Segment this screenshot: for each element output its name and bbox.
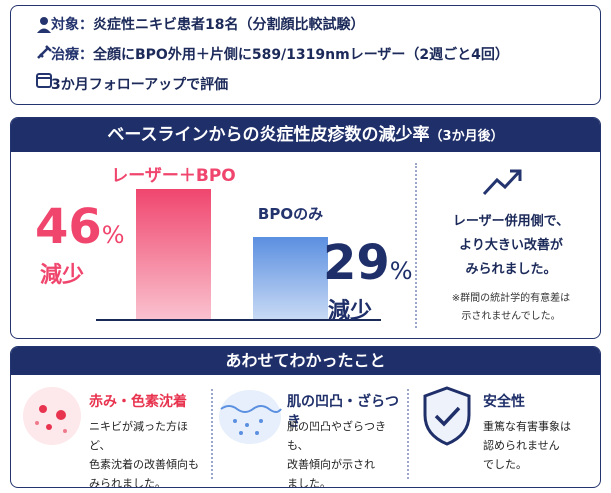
unit: %: [101, 221, 125, 249]
card-title: 赤み・色素沈着: [89, 394, 187, 410]
icon-redness: [23, 387, 81, 445]
message-line: より大きい改善が: [459, 238, 563, 253]
note-line: 示されませんでした。: [461, 311, 561, 322]
value-label: 29%: [323, 239, 413, 287]
note: ※群間の統計学的有意差は 示されませんでした。: [421, 290, 600, 326]
card: 赤み・色素沈着 ニキビが減った方ほど、色素沈着の改善傾向も みられました。: [17, 377, 207, 487]
text-line: でした。: [483, 458, 527, 471]
text-line: 認められません: [483, 439, 560, 452]
bar: [136, 189, 211, 319]
findings-header: あわせてわかったこと: [11, 347, 600, 375]
baseline: [96, 319, 381, 321]
value: 29: [323, 235, 390, 292]
info-row: 3か月フォローアップで評価: [51, 74, 228, 94]
message-line: みられました。: [465, 262, 557, 277]
card-text: 肌の凹凸やざらつきも、改善傾向が示され ました。: [287, 417, 405, 488]
title: ベースラインからの炎症性皮疹数の減少率: [107, 125, 430, 145]
note-line: ※群間の統計学的有意差は: [451, 293, 571, 304]
text: 炎症性ニキビ患者18名（分割顔比較試験）: [93, 17, 365, 33]
card-text: 重篤な有害事象は 認められません でした。: [483, 417, 571, 474]
divider: [415, 163, 417, 328]
value-label: 46%: [35, 203, 125, 251]
bar: [253, 237, 328, 319]
trend-icon: [482, 169, 522, 196]
text-line: 色素沈着の改善傾向も: [89, 458, 199, 471]
unit: %: [389, 257, 413, 286]
category-label: BPOのみ: [257, 205, 324, 224]
card: 肌の凹凸・ざらつき 肌の凹凸やざらつきも、改善傾向が示され ました。: [215, 377, 405, 487]
chart: レーザー＋BPO 46% 減少 BPOのみ 29% 減少: [11, 118, 413, 338]
result-header: ベースラインからの炎症性皮疹数の減少率（3か月後）: [11, 118, 600, 152]
text-line: みられました。: [89, 477, 166, 488]
label: 治療：: [51, 47, 93, 63]
text-line: 肌の凹凸やざらつきも、: [287, 420, 386, 452]
text: 3か月フォローアップで評価: [51, 77, 229, 93]
value: 46: [35, 199, 102, 255]
divider: [211, 389, 213, 479]
title-note: （3か月後）: [429, 129, 504, 144]
value-caption: 減少: [40, 263, 85, 288]
card-title: 肌の凹凸・ざらつき: [287, 394, 399, 430]
category-label: レーザー＋BPO: [111, 166, 236, 186]
findings-box: あわせてわかったこと 赤み・色素沈着 ニキビが減った方ほど、色素沈着の改善傾向も…: [10, 346, 601, 488]
card-text: ニキビが減った方ほど、色素沈着の改善傾向も みられました。: [89, 417, 207, 488]
info-row: 治療：全顔にBPO外用＋片側に589/1319nmレーザー（2週ごと4回）: [51, 44, 509, 64]
card: 安全性 重篤な有害事象は 認められません でした。: [411, 377, 600, 482]
icon-shield: [423, 386, 471, 446]
divider: [407, 389, 409, 479]
icons: [36, 17, 52, 88]
text-line: ニキビが減った方ほど、: [89, 420, 188, 452]
value-caption: 減少: [328, 299, 373, 325]
message: レーザー併用側で、 より大きい改善が みられました。: [421, 210, 600, 282]
card-title: 安全性: [483, 394, 525, 410]
message-line: レーザー併用側で、: [452, 214, 570, 229]
icon-texture: [219, 390, 282, 444]
text: 全顔にBPO外用＋片側に589/1319nmレーザー（2週ごと4回）: [93, 47, 509, 63]
info-row: 対象：炎症性ニキビ患者18名（分割顔比較試験）: [51, 14, 364, 34]
text-line: 改善傾向が示され: [287, 458, 375, 471]
result-box: ベースラインからの炎症性皮疹数の減少率（3か月後） レーザー＋BPO 46% 減少 B…: [10, 117, 601, 339]
info-box: 対象：炎症性ニキビ患者18名（分割顔比較試験） 治療：全顔にBPO外用＋片側に5…: [10, 5, 601, 105]
text-line: ました。: [287, 477, 331, 488]
text-line: 重篤な有害事象は: [483, 420, 571, 433]
label: 対象：: [51, 17, 93, 33]
